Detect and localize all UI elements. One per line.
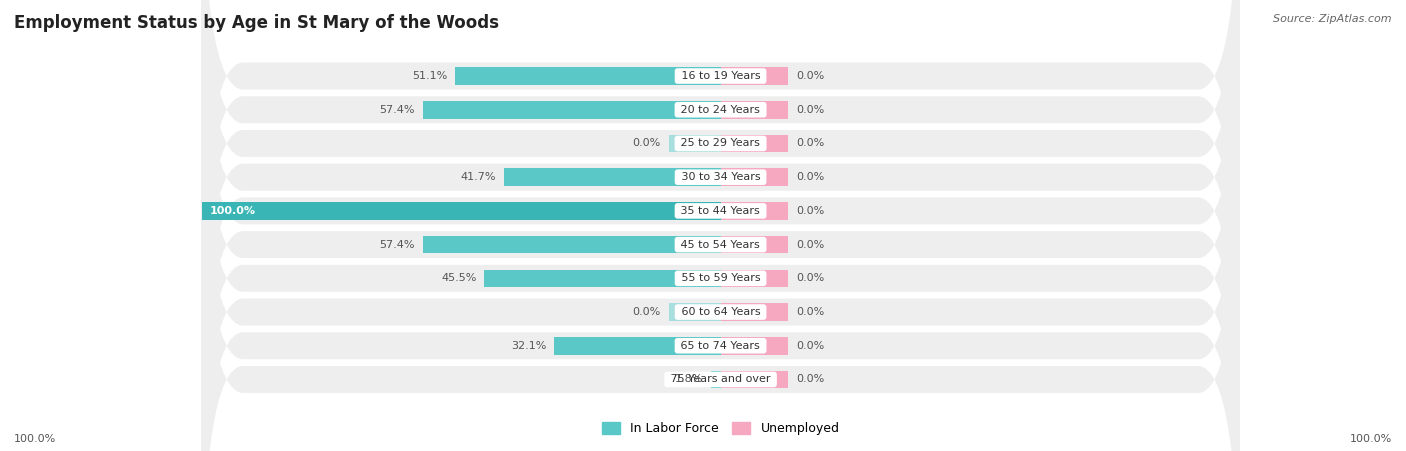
Bar xyxy=(721,270,787,287)
Text: 100.0%: 100.0% xyxy=(209,206,256,216)
Text: Source: ZipAtlas.com: Source: ZipAtlas.com xyxy=(1274,14,1392,23)
Bar xyxy=(711,371,721,388)
Text: 0.0%: 0.0% xyxy=(796,374,824,384)
Text: 0.0%: 0.0% xyxy=(633,307,661,317)
Bar xyxy=(721,135,787,152)
Bar xyxy=(456,67,721,85)
Text: 1.8%: 1.8% xyxy=(675,374,703,384)
FancyBboxPatch shape xyxy=(201,0,1240,433)
Bar xyxy=(721,371,787,388)
FancyBboxPatch shape xyxy=(201,0,1240,332)
Text: 41.7%: 41.7% xyxy=(461,172,496,182)
Bar xyxy=(721,168,787,186)
Bar xyxy=(721,67,787,85)
Text: 0.0%: 0.0% xyxy=(796,172,824,182)
Text: 0.0%: 0.0% xyxy=(796,239,824,249)
Text: 57.4%: 57.4% xyxy=(380,239,415,249)
Text: 0.0%: 0.0% xyxy=(796,105,824,115)
FancyBboxPatch shape xyxy=(201,89,1240,451)
Text: 0.0%: 0.0% xyxy=(796,307,824,317)
Text: 0.0%: 0.0% xyxy=(633,138,661,148)
Text: 0.0%: 0.0% xyxy=(796,273,824,283)
Text: 0.0%: 0.0% xyxy=(796,71,824,81)
FancyBboxPatch shape xyxy=(201,56,1240,451)
Bar xyxy=(669,303,721,321)
Text: 100.0%: 100.0% xyxy=(1350,434,1392,444)
Text: 65 to 74 Years: 65 to 74 Years xyxy=(678,341,763,351)
Bar xyxy=(554,337,721,354)
Bar xyxy=(721,337,787,354)
Text: 57.4%: 57.4% xyxy=(380,105,415,115)
Bar xyxy=(721,202,787,220)
Text: 0.0%: 0.0% xyxy=(796,341,824,351)
Bar xyxy=(423,101,721,119)
FancyBboxPatch shape xyxy=(201,22,1240,451)
Text: 45 to 54 Years: 45 to 54 Years xyxy=(678,239,763,249)
Bar xyxy=(423,236,721,253)
Text: 45.5%: 45.5% xyxy=(441,273,477,283)
FancyBboxPatch shape xyxy=(201,123,1240,451)
Bar xyxy=(669,135,721,152)
Text: Employment Status by Age in St Mary of the Woods: Employment Status by Age in St Mary of t… xyxy=(14,14,499,32)
Text: 30 to 34 Years: 30 to 34 Years xyxy=(678,172,763,182)
Text: 16 to 19 Years: 16 to 19 Years xyxy=(678,71,763,81)
FancyBboxPatch shape xyxy=(201,0,1240,400)
Text: 32.1%: 32.1% xyxy=(510,341,546,351)
Text: 35 to 44 Years: 35 to 44 Years xyxy=(678,206,763,216)
Legend: In Labor Force, Unemployed: In Labor Force, Unemployed xyxy=(596,417,845,440)
Text: 55 to 59 Years: 55 to 59 Years xyxy=(678,273,763,283)
Bar xyxy=(721,236,787,253)
FancyBboxPatch shape xyxy=(201,0,1240,451)
Bar xyxy=(485,270,721,287)
Text: 0.0%: 0.0% xyxy=(796,138,824,148)
Bar xyxy=(505,168,721,186)
Text: 51.1%: 51.1% xyxy=(412,71,447,81)
Text: 0.0%: 0.0% xyxy=(796,206,824,216)
Text: 20 to 24 Years: 20 to 24 Years xyxy=(678,105,763,115)
Bar xyxy=(201,202,721,220)
Text: 100.0%: 100.0% xyxy=(14,434,56,444)
Text: 75 Years and over: 75 Years and over xyxy=(666,374,775,384)
Text: 60 to 64 Years: 60 to 64 Years xyxy=(678,307,763,317)
FancyBboxPatch shape xyxy=(201,0,1240,451)
Bar xyxy=(721,303,787,321)
FancyBboxPatch shape xyxy=(201,0,1240,366)
Bar xyxy=(721,101,787,119)
Text: 25 to 29 Years: 25 to 29 Years xyxy=(678,138,763,148)
